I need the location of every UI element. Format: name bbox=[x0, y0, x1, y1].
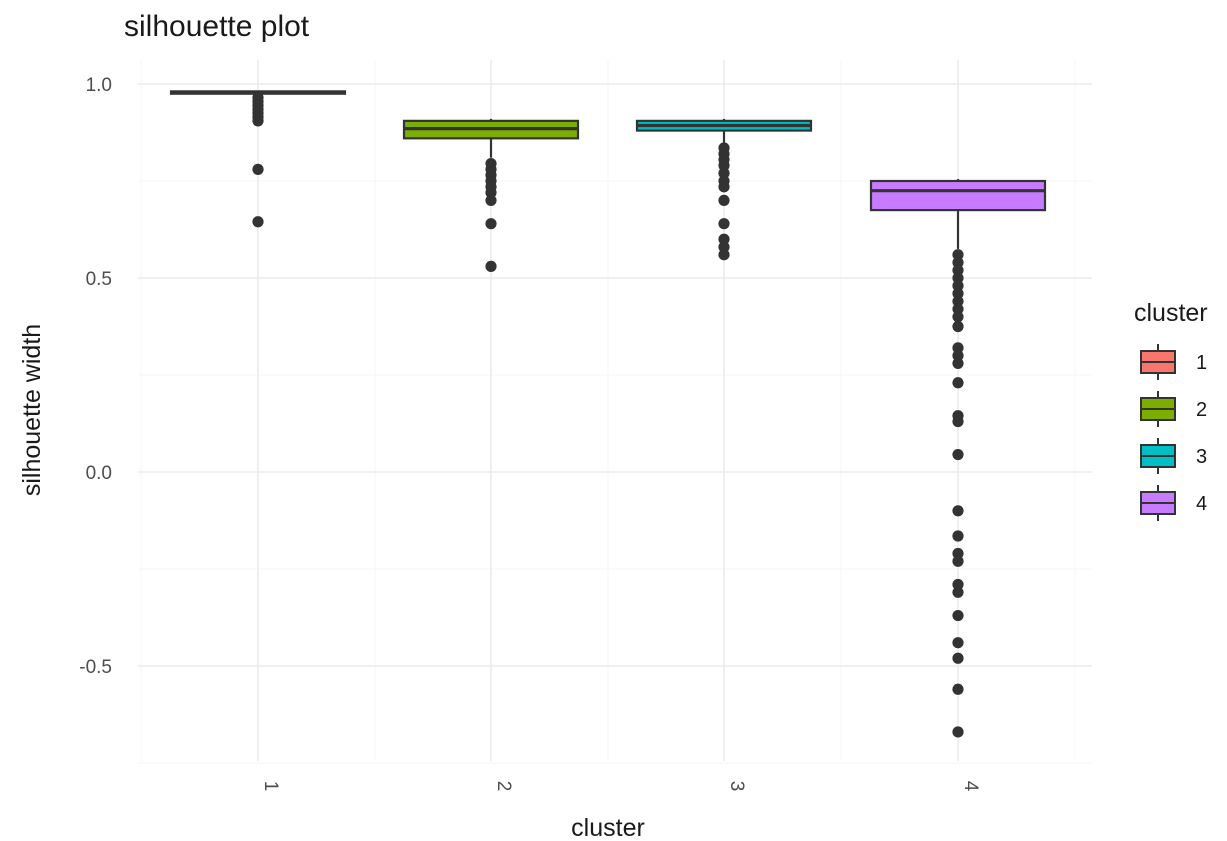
grid bbox=[138, 60, 1092, 764]
box-cluster-3 bbox=[635, 118, 813, 261]
box-cluster-4 bbox=[869, 179, 1047, 738]
outlier-point bbox=[952, 272, 964, 284]
outlier-point bbox=[952, 249, 964, 261]
outlier-point bbox=[718, 241, 730, 253]
y-axis-ticks: 1.0 0.5 0.0 -0.5 bbox=[79, 75, 112, 678]
y-axis-title: silhouette width bbox=[18, 324, 46, 496]
outlier-point bbox=[952, 303, 964, 315]
outlier-point bbox=[952, 350, 964, 362]
outlier-point bbox=[952, 287, 964, 300]
outlier-point bbox=[952, 547, 964, 560]
legend-label: 2 bbox=[1196, 399, 1207, 421]
x-tick-label: 3 bbox=[726, 781, 747, 792]
outlier-point bbox=[952, 505, 964, 517]
outlier-point bbox=[718, 218, 730, 230]
outlier-point bbox=[952, 586, 964, 598]
outlier-point bbox=[485, 187, 497, 199]
outlier-point bbox=[485, 260, 497, 272]
outlier-point bbox=[485, 218, 497, 230]
outlier-point bbox=[952, 555, 964, 567]
legend-title: cluster bbox=[1134, 299, 1208, 327]
outlier-point bbox=[952, 578, 964, 591]
outlier-point bbox=[485, 194, 497, 206]
outlier-point bbox=[952, 320, 964, 333]
outlier-point bbox=[252, 216, 264, 228]
boxplots bbox=[169, 90, 1047, 738]
outlier-point bbox=[952, 280, 964, 292]
outlier-point bbox=[718, 167, 730, 179]
legend: cluster 1 2 3 4 bbox=[1134, 299, 1208, 521]
box-cluster-1 bbox=[169, 90, 347, 228]
y-tick-label: -0.5 bbox=[79, 657, 112, 678]
outlier-point bbox=[952, 530, 964, 542]
x-tick-label: 1 bbox=[260, 781, 281, 792]
outlier-point bbox=[952, 652, 964, 664]
legend-key-4: 4 bbox=[1140, 485, 1207, 521]
outlier-point bbox=[952, 448, 964, 461]
box-iqr bbox=[869, 179, 1047, 212]
outlier-point bbox=[952, 256, 964, 269]
outlier-point bbox=[718, 194, 730, 206]
outlier-point bbox=[718, 249, 730, 261]
outlier-point bbox=[952, 415, 964, 428]
outlier-point bbox=[952, 683, 964, 695]
outlier-point bbox=[952, 264, 964, 276]
legend-label: 1 bbox=[1196, 352, 1207, 374]
outlier-point bbox=[952, 609, 964, 622]
outlier-point bbox=[952, 377, 964, 389]
outlier-point bbox=[952, 726, 964, 738]
outlier-point bbox=[952, 311, 964, 323]
outlier-point bbox=[718, 181, 730, 193]
y-tick-label: 1.0 bbox=[86, 75, 112, 96]
outlier-point bbox=[718, 233, 730, 245]
outlier-point bbox=[952, 637, 964, 649]
x-tick-label: 4 bbox=[960, 781, 981, 792]
legend-label: 4 bbox=[1196, 493, 1207, 515]
x-axis-title: cluster bbox=[571, 814, 645, 841]
outlier-point bbox=[952, 357, 964, 369]
x-tick-label: 2 bbox=[493, 781, 514, 792]
outlier-point bbox=[718, 159, 730, 172]
legend-key-2: 2 bbox=[1140, 391, 1207, 427]
y-tick-label: 0.5 bbox=[86, 269, 112, 290]
outlier-point bbox=[952, 342, 964, 354]
x-axis-ticks: 1 2 3 4 bbox=[260, 781, 981, 792]
legend-label: 3 bbox=[1196, 446, 1207, 468]
outlier-point bbox=[252, 163, 264, 175]
outlier-point bbox=[952, 295, 964, 307]
chart-title: silhouette plot bbox=[124, 10, 310, 43]
legend-key-1: 1 bbox=[1140, 344, 1207, 380]
outlier-point bbox=[252, 115, 264, 127]
y-tick-label: 0.0 bbox=[86, 463, 112, 484]
box-cluster-2 bbox=[402, 118, 580, 272]
legend-key-3: 3 bbox=[1140, 438, 1207, 474]
